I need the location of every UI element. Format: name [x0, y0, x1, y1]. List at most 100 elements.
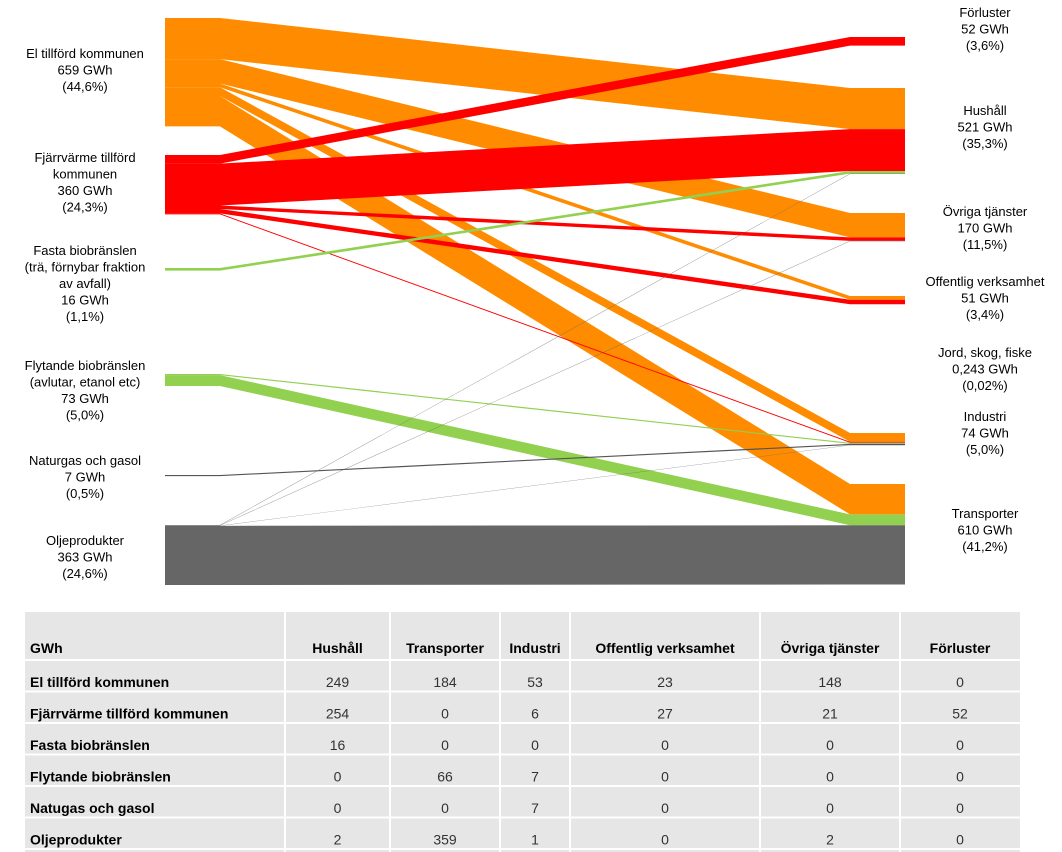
source-label: 7 GWh	[65, 470, 105, 485]
flow	[165, 374, 905, 444]
cell: 21	[822, 706, 838, 722]
source-label: 659 GWh	[58, 63, 113, 78]
row-label: El tillförd kommunen	[30, 674, 169, 690]
target-label: Jord, skog, fiske	[938, 345, 1032, 360]
cell: 0	[334, 769, 342, 785]
target-label: (5,0%)	[966, 442, 1004, 457]
target-label: Transporter	[952, 506, 1019, 521]
target-label: Offentlig verksamhet	[926, 274, 1045, 289]
target-label: (0,02%)	[962, 378, 1008, 393]
target-label: Övriga tjänster	[943, 204, 1028, 219]
flow	[165, 83, 905, 300]
flow	[165, 213, 905, 443]
cell: 0	[826, 737, 834, 753]
cell: 0	[441, 800, 449, 816]
cell: 53	[527, 674, 543, 690]
target-label: (3,6%)	[966, 38, 1004, 53]
cell: 0	[441, 706, 449, 722]
source-label: 16 GWh	[61, 293, 109, 308]
cell: 254	[326, 706, 350, 722]
header-cell: Transporter	[406, 640, 484, 656]
flow	[165, 525, 905, 586]
table-bg	[25, 612, 1020, 852]
cell: 0	[334, 800, 342, 816]
cell: 7	[531, 800, 539, 816]
source-label: (24,6%)	[62, 566, 108, 581]
cell: 0	[826, 800, 834, 816]
cell: 0	[441, 737, 449, 753]
target-label: 51 GWh	[961, 291, 1009, 306]
target-label: Förluster	[959, 5, 1011, 20]
cell: 0	[956, 800, 964, 816]
target-label: Hushåll	[963, 103, 1006, 118]
cell: 0	[956, 674, 964, 690]
header-cell: Offentlig verksamhet	[595, 640, 735, 656]
source-label: kommunen	[53, 167, 117, 182]
flow	[165, 208, 905, 305]
flow	[165, 129, 905, 206]
flow	[165, 443, 905, 477]
cell: 0	[956, 737, 964, 753]
source-label: av avfall)	[59, 276, 111, 291]
cell: 0	[661, 832, 669, 848]
labels: El tillförd kommunen 659 GWh(44,6%) Fjärrv…	[25, 5, 1045, 581]
flow	[165, 87, 905, 442]
flow	[165, 170, 905, 271]
target-label: 0,243 GWh	[952, 362, 1018, 377]
flow	[165, 173, 905, 526]
source-label: (0,5%)	[66, 486, 104, 501]
cell: 0	[661, 737, 669, 753]
cell: 0	[661, 800, 669, 816]
cell: 16	[330, 737, 346, 753]
row-label: Fjärrvärme tillförd kommunen	[30, 706, 228, 722]
source-label: 363 GWh	[58, 550, 113, 565]
cell: 0	[826, 769, 834, 785]
source-label: (5,0%)	[66, 408, 104, 423]
source-label: 360 GWh	[58, 183, 113, 198]
source-label: (44,6%)	[62, 79, 108, 94]
flow	[165, 37, 905, 164]
flow	[165, 18, 905, 130]
cell: 1	[531, 832, 539, 848]
cell: 6	[531, 706, 539, 722]
flow	[165, 375, 905, 526]
source-label: (1,1%)	[66, 309, 104, 324]
cell: 249	[326, 674, 350, 690]
cell: 359	[433, 832, 457, 848]
source-label: (avlutar, etanol etc)	[30, 375, 141, 390]
header-cell: Förluster	[930, 640, 991, 656]
source-label: El tillförd kommunen	[26, 46, 144, 61]
cell: 0	[956, 769, 964, 785]
cell: 27	[657, 706, 673, 722]
flow	[165, 96, 905, 515]
target-label: 170 GWh	[958, 221, 1013, 236]
flow	[165, 205, 905, 241]
target-label: 52 GWh	[961, 22, 1009, 37]
cell: 148	[818, 674, 842, 690]
source-label: Fjärrvärme tillförd	[34, 150, 135, 165]
target-label: (11,5%)	[963, 237, 1008, 252]
header-cell: Industri	[509, 640, 560, 656]
source-label: Fasta biobränslen	[33, 243, 136, 258]
cell: 2	[334, 832, 342, 848]
flows	[165, 18, 905, 586]
target-label: 74 GWh	[961, 426, 1009, 441]
cell: 7	[531, 769, 539, 785]
cell: 0	[661, 769, 669, 785]
source-label: (trä, förnybar fraktion	[25, 260, 146, 275]
cell: 2	[826, 832, 834, 848]
cell: 66	[437, 769, 453, 785]
source-label: Oljeprodukter	[46, 533, 125, 548]
source-label: Naturgas och gasol	[29, 453, 141, 468]
target-label: (41,2%)	[962, 539, 1008, 554]
row-label: Oljeprodukter	[30, 832, 122, 848]
header-cell: Övriga tjänster	[781, 640, 880, 656]
cell: 23	[657, 674, 673, 690]
cell: 184	[433, 674, 457, 690]
source-label: 73 GWh	[61, 391, 109, 406]
cell: 52	[952, 706, 968, 722]
target-label: (35,3%)	[962, 136, 1008, 151]
target-label: (3,4%)	[966, 307, 1004, 322]
header-cell: GWh	[30, 640, 63, 656]
